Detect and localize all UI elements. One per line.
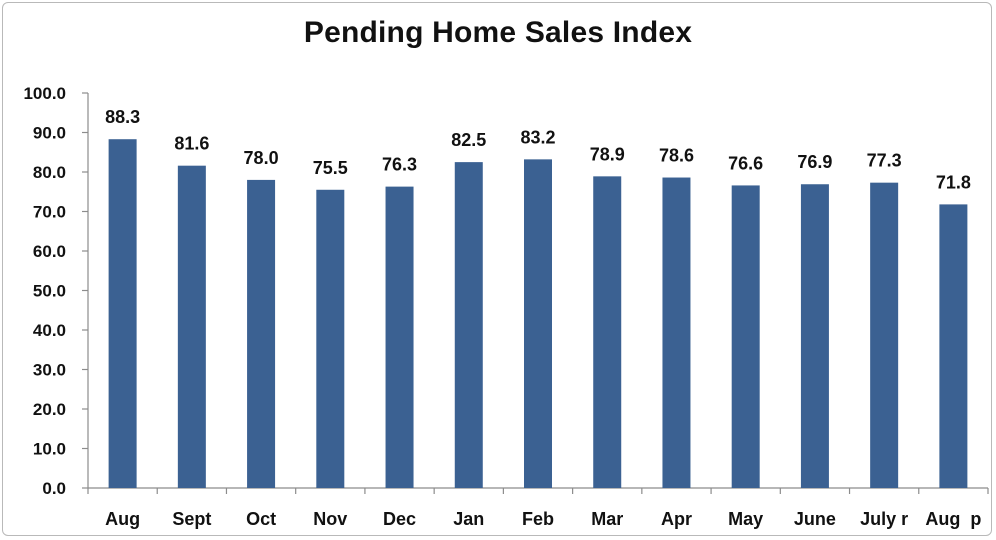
category-label: Nov [313, 509, 347, 529]
y-tick-label: 100.0 [23, 84, 66, 103]
category-label: Oct [246, 509, 276, 529]
category-label: June [794, 509, 836, 529]
y-tick-label: 30.0 [33, 361, 66, 380]
data-label: 75.5 [313, 158, 348, 178]
category-label: Dec [383, 509, 416, 529]
y-tick-label: 60.0 [33, 242, 66, 261]
data-label: 88.3 [105, 107, 140, 127]
data-label: 76.3 [382, 155, 417, 175]
bar [454, 162, 483, 488]
y-tick-label: 0.0 [42, 479, 66, 498]
bar [800, 184, 829, 488]
data-label: 77.3 [867, 151, 902, 171]
data-label: 76.6 [728, 153, 763, 173]
y-tick-label: 80.0 [33, 163, 66, 182]
bar [385, 186, 414, 489]
data-label: 83.2 [520, 127, 555, 147]
bar [939, 204, 968, 488]
y-tick-label: 10.0 [33, 440, 66, 459]
bar [662, 177, 691, 488]
category-label: Aug p [925, 509, 981, 529]
bar [870, 182, 899, 489]
category-label: Apr [661, 509, 692, 529]
y-tick-label: 90.0 [33, 124, 66, 143]
y-tick-label: 40.0 [33, 321, 66, 340]
category-label: Jan [453, 509, 484, 529]
bar [731, 185, 760, 488]
data-label: 78.9 [590, 144, 625, 164]
data-label: 78.6 [659, 146, 694, 166]
bar [177, 165, 206, 488]
category-label: Feb [522, 509, 554, 529]
data-label: 76.9 [797, 152, 832, 172]
category-label: July r [860, 509, 908, 529]
y-tick-label: 50.0 [33, 282, 66, 301]
data-label: 78.0 [244, 148, 279, 168]
y-tick-label: 70.0 [33, 203, 66, 222]
bar [316, 189, 345, 488]
bar [593, 176, 622, 488]
category-label: May [728, 509, 763, 529]
bar [524, 159, 552, 489]
category-label: Sept [172, 509, 211, 529]
y-tick-label: 20.0 [33, 400, 66, 419]
chart-title: Pending Home Sales Index [303, 16, 693, 49]
bar [108, 139, 137, 488]
bar [247, 179, 276, 488]
data-label: 71.8 [936, 172, 971, 192]
category-label: Mar [591, 509, 623, 529]
data-label: 81.6 [174, 134, 209, 154]
data-label: 82.5 [451, 130, 486, 150]
category-label: Aug [105, 509, 140, 529]
